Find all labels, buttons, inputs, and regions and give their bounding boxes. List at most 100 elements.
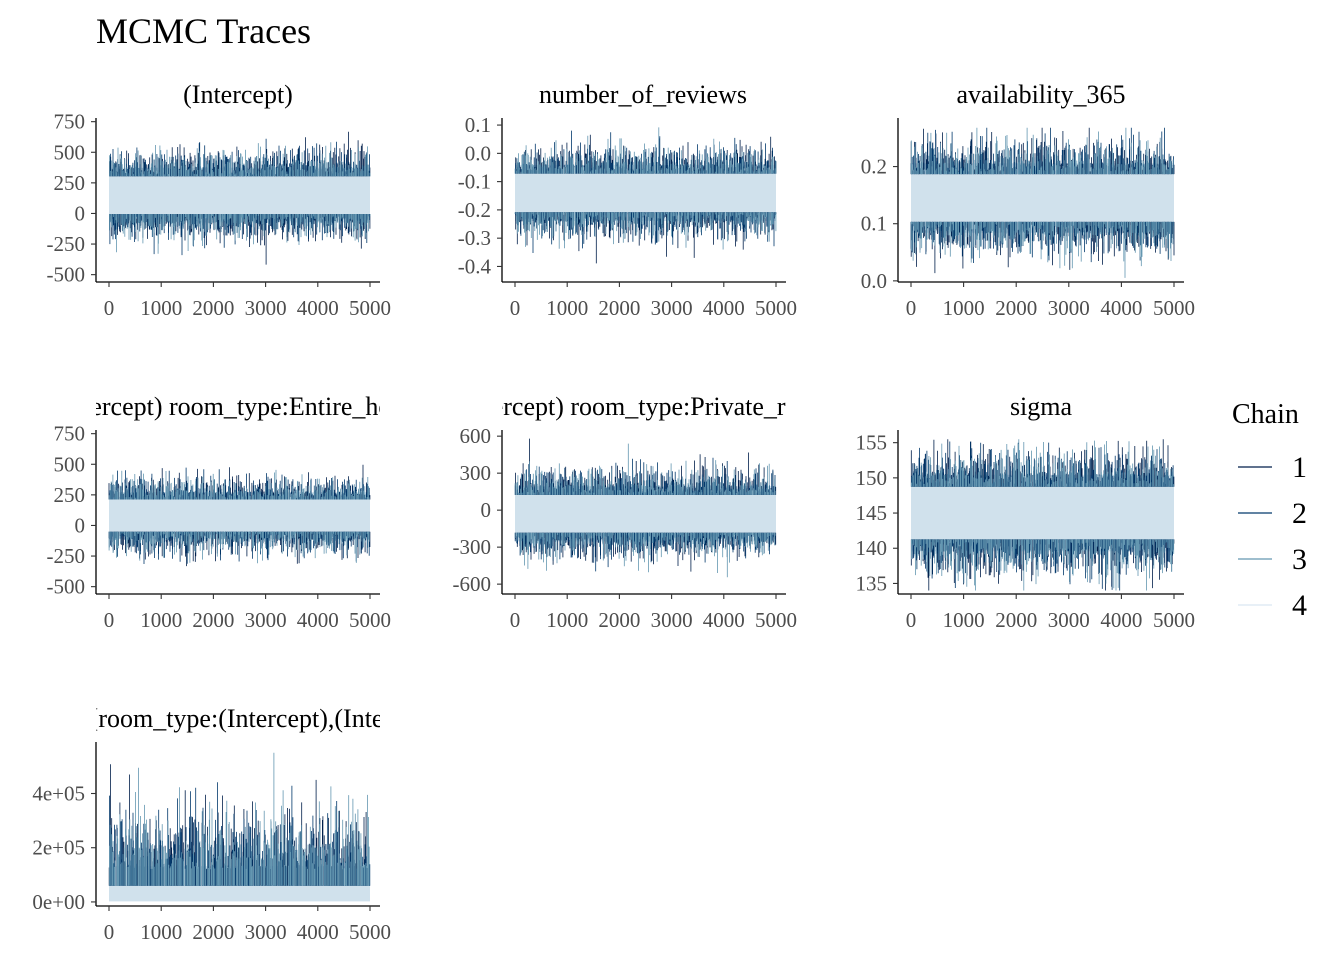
x-tick-label: 3000 [1048,608,1090,632]
legend-label-chain-2: 2 [1292,497,1307,530]
trace-area [910,127,1175,278]
y-tick-label: 0 [75,201,86,225]
x-tick-label: 2000 [192,608,234,632]
x-tick-label: 4000 [297,920,339,944]
y-tick-label: 0 [75,513,86,537]
chain-3-trace [109,142,371,254]
x-tick-label: 5000 [755,296,797,320]
chart-title: MCMC Traces [96,11,311,51]
panel-title: number_of_reviews [539,80,747,109]
x-tick-label: 0 [906,296,917,320]
trace-panels: (Intercept) 750 500 250 0 -250 -500 0 1000 2000 30… [23,80,1196,944]
y-tick-label: 300 [460,461,492,485]
x-tick-label: 0 [104,296,115,320]
x-tick-label: 2000 [995,296,1037,320]
trace-panel: Sigma[room_type:(Intercept),(Intercept)]… [23,704,453,944]
x-tick-label: 4000 [703,608,745,632]
trace-area [109,131,371,265]
x-tick-label: 1000 [943,608,985,632]
y-tick-label: -0.2 [458,198,491,222]
chain-3-trace [109,752,370,886]
x-tick-label: 2000 [192,296,234,320]
y-tick-label: -0.3 [458,226,491,250]
x-tick-label: 3000 [1048,296,1090,320]
panel-title: (Intercept) [183,80,293,109]
x-tick-label: 2000 [598,608,640,632]
x-tick-label: 2000 [192,920,234,944]
x-tick-label: 5000 [349,920,391,944]
trace-area [108,752,371,902]
y-tick-label: 155 [856,431,888,455]
y-tick-label: 150 [856,466,888,490]
x-tick-label: 3000 [651,608,693,632]
x-tick-label: 1000 [943,296,985,320]
trace-density-band [911,163,1174,233]
y-tick-label: 500 [54,140,86,164]
y-tick-label: 0.1 [861,212,887,236]
x-tick-label: 0 [510,296,521,320]
x-tick-label: 0 [104,920,115,944]
y-tick-label: 0 [481,498,492,522]
y-tick-label: 600 [460,424,492,448]
x-tick-label: 1000 [140,608,182,632]
trace-area [514,127,777,264]
chain-legend: Chain 1 2 3 4 [1232,399,1307,622]
y-tick-label: 500 [54,452,86,476]
y-tick-label: 2e+05 [32,836,85,860]
y-tick-label: 0e+00 [32,890,85,914]
trace-area [514,438,777,578]
trace-density-band [109,492,370,540]
x-tick-label: 5000 [349,296,391,320]
x-tick-label: 5000 [349,608,391,632]
panel-title: sigma [1010,392,1073,421]
x-tick-label: 0 [510,608,521,632]
trace-panel: (Intercept) room_type:Private_room 600 300… [453,392,832,632]
legend-title: Chain [1232,399,1299,430]
trace-panel: (Intercept) 750 500 250 0 -250 -500 0 1000 2000 30… [47,80,392,320]
x-tick-label: 1000 [140,920,182,944]
y-tick-label: 250 [54,483,86,507]
y-tick-label: -500 [47,263,86,287]
panel-title: availability_365 [957,80,1126,109]
y-tick-label: -250 [47,232,86,256]
trace-density-band [911,474,1174,552]
y-tick-label: 4e+05 [32,782,85,806]
chain-3-trace [514,127,777,250]
y-tick-label: 0.0 [861,269,887,293]
x-tick-label: 3000 [245,296,287,320]
x-tick-label: 4000 [703,296,745,320]
x-tick-label: 1000 [546,608,588,632]
chain-3-trace [910,127,1174,278]
y-tick-label: -250 [47,544,86,568]
y-tick-label: -300 [453,535,492,559]
y-tick-label: 140 [856,536,888,560]
y-tick-label: -0.4 [458,254,492,278]
panel-title: (Intercept) room_type:Private_room [454,392,832,421]
trace-panel: sigma 155 150 145 140 135 0 1000 2000 3000 4000 500… [856,392,1196,632]
x-tick-label: 3000 [651,296,693,320]
y-tick-label: 750 [54,110,86,134]
legend-label-chain-1: 1 [1292,451,1307,484]
trace-area [108,464,371,567]
trace-density-band [109,167,370,223]
y-tick-label: 0.1 [465,113,491,137]
y-tick-label: 145 [856,501,888,525]
panel-title: Sigma[room_type:(Intercept),(Intercept)] [23,704,453,733]
y-tick-label: 135 [856,571,888,595]
y-tick-label: 0.0 [465,141,491,165]
trace-density-band [515,486,776,542]
y-tick-label: -600 [453,572,492,596]
x-tick-label: 5000 [1153,296,1195,320]
y-tick-label: 750 [54,422,86,446]
x-tick-label: 4000 [297,296,339,320]
x-tick-label: 0 [906,608,917,632]
x-tick-label: 1000 [546,296,588,320]
y-tick-label: 250 [54,171,86,195]
x-tick-label: 4000 [1100,608,1142,632]
x-tick-label: 5000 [755,608,797,632]
trace-density-band [515,164,776,221]
x-tick-label: 3000 [245,608,287,632]
panel-title: (Intercept) room_type:Entire_home [53,392,423,421]
